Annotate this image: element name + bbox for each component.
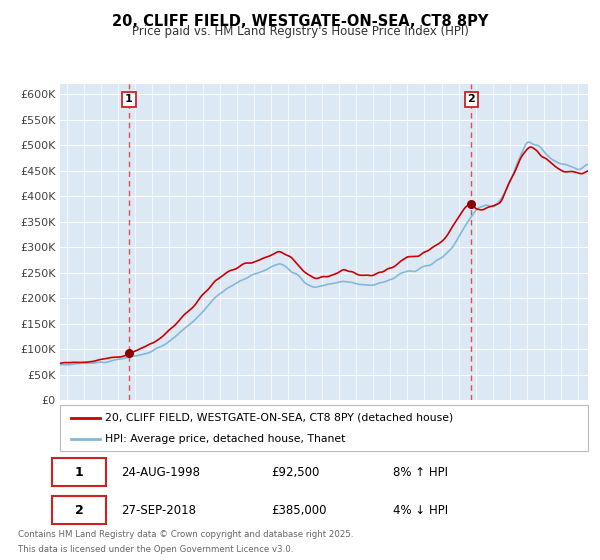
Text: 20, CLIFF FIELD, WESTGATE-ON-SEA, CT8 8PY (detached house): 20, CLIFF FIELD, WESTGATE-ON-SEA, CT8 8P…: [105, 413, 453, 423]
Text: Contains HM Land Registry data © Crown copyright and database right 2025.: Contains HM Land Registry data © Crown c…: [18, 530, 353, 539]
Text: 27-SEP-2018: 27-SEP-2018: [121, 503, 196, 517]
FancyBboxPatch shape: [52, 496, 106, 525]
Text: 1: 1: [74, 465, 83, 479]
Text: HPI: Average price, detached house, Thanet: HPI: Average price, detached house, Than…: [105, 435, 345, 444]
Text: 2: 2: [467, 94, 475, 104]
Text: 4% ↓ HPI: 4% ↓ HPI: [392, 503, 448, 517]
FancyBboxPatch shape: [52, 458, 106, 487]
Text: This data is licensed under the Open Government Licence v3.0.: This data is licensed under the Open Gov…: [18, 545, 293, 554]
Text: 8% ↑ HPI: 8% ↑ HPI: [392, 465, 448, 479]
Text: £385,000: £385,000: [271, 503, 327, 517]
Text: 20, CLIFF FIELD, WESTGATE-ON-SEA, CT8 8PY: 20, CLIFF FIELD, WESTGATE-ON-SEA, CT8 8P…: [112, 14, 488, 29]
Text: £92,500: £92,500: [271, 465, 320, 479]
Text: 1: 1: [125, 94, 133, 104]
Text: 2: 2: [74, 503, 83, 517]
Text: Price paid vs. HM Land Registry's House Price Index (HPI): Price paid vs. HM Land Registry's House …: [131, 25, 469, 38]
Text: 24-AUG-1998: 24-AUG-1998: [121, 465, 200, 479]
FancyBboxPatch shape: [60, 405, 588, 451]
